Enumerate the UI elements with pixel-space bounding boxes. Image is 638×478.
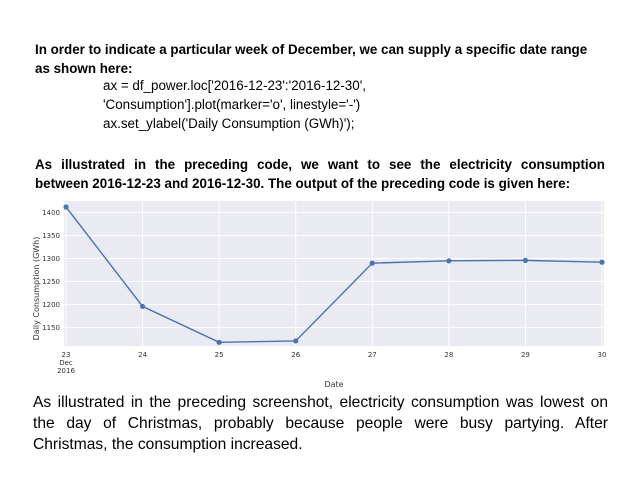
data-point bbox=[139, 303, 146, 310]
line-chart: 1150 1200 1250 1300 1350 1400 23 24 25 26 27 28 29 30… bbox=[28, 196, 610, 392]
y-tick-label: 1350 bbox=[42, 232, 60, 240]
outro-paragraph: As illustrated in the preceding screensh… bbox=[33, 394, 608, 453]
x-tick-label: 30 bbox=[598, 351, 607, 359]
y-tick-label: 1400 bbox=[42, 209, 60, 217]
y-axis-label: Daily Consumption (GWh) bbox=[32, 237, 41, 341]
plot-area bbox=[64, 201, 604, 346]
explain-last-line: between 2016-12-23 and 2016-12-30. The o… bbox=[35, 176, 571, 191]
y-tick-label: 1200 bbox=[42, 301, 60, 309]
chart-svg: 1150 1200 1250 1300 1350 1400 23 24 25 26 27 28 29 30… bbox=[32, 201, 607, 389]
data-point bbox=[369, 260, 375, 266]
x-tick-label: 27 bbox=[368, 351, 377, 359]
data-point bbox=[599, 259, 605, 265]
explain-paragraph: As illustrated in the preceding code, we… bbox=[35, 155, 605, 193]
x-tick-label: 24 bbox=[138, 351, 147, 359]
x-axis-label: Date bbox=[324, 380, 343, 389]
x-tick-label: 29 bbox=[521, 351, 530, 359]
intro-paragraph: In order to indicate a particular week o… bbox=[35, 42, 588, 76]
data-point bbox=[522, 257, 529, 263]
code-line: ax.set_ylabel('Daily Consumption (GWh)')… bbox=[103, 116, 355, 131]
x-tick-label: 25 bbox=[215, 351, 224, 359]
x-tick-sublabel: Dec bbox=[59, 359, 73, 367]
code-line: ax = df_power.loc['2016-12-23':'2016-12-… bbox=[103, 78, 366, 93]
explain-line: As illustrated in the preceding code, we… bbox=[35, 157, 605, 172]
y-tick-label: 1150 bbox=[42, 324, 60, 332]
data-point bbox=[216, 339, 222, 345]
x-tick-label: 28 bbox=[444, 351, 453, 359]
x-tick-sublabel: 2016 bbox=[57, 367, 75, 375]
code-block: ax = df_power.loc['2016-12-23':'2016-12-… bbox=[103, 76, 366, 133]
data-point bbox=[446, 258, 452, 264]
data-point bbox=[293, 338, 299, 344]
series-line bbox=[65, 206, 603, 344]
code-line: 'Consumption'].plot(marker='o', linestyl… bbox=[103, 97, 361, 112]
x-tick-label: 23 bbox=[62, 351, 71, 359]
y-tick-label: 1250 bbox=[42, 278, 60, 286]
data-point bbox=[63, 204, 69, 210]
y-tick-label: 1300 bbox=[42, 255, 60, 263]
x-tick-label: 26 bbox=[291, 351, 300, 359]
